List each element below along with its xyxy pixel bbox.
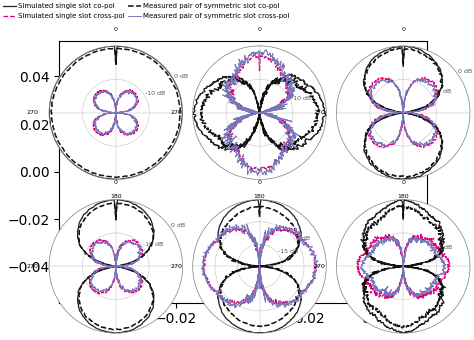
Legend: Simulated single slot co-pol, Simulated single slot cross-pol, Measured pair of : Simulated single slot co-pol, Simulated … (3, 3, 289, 19)
